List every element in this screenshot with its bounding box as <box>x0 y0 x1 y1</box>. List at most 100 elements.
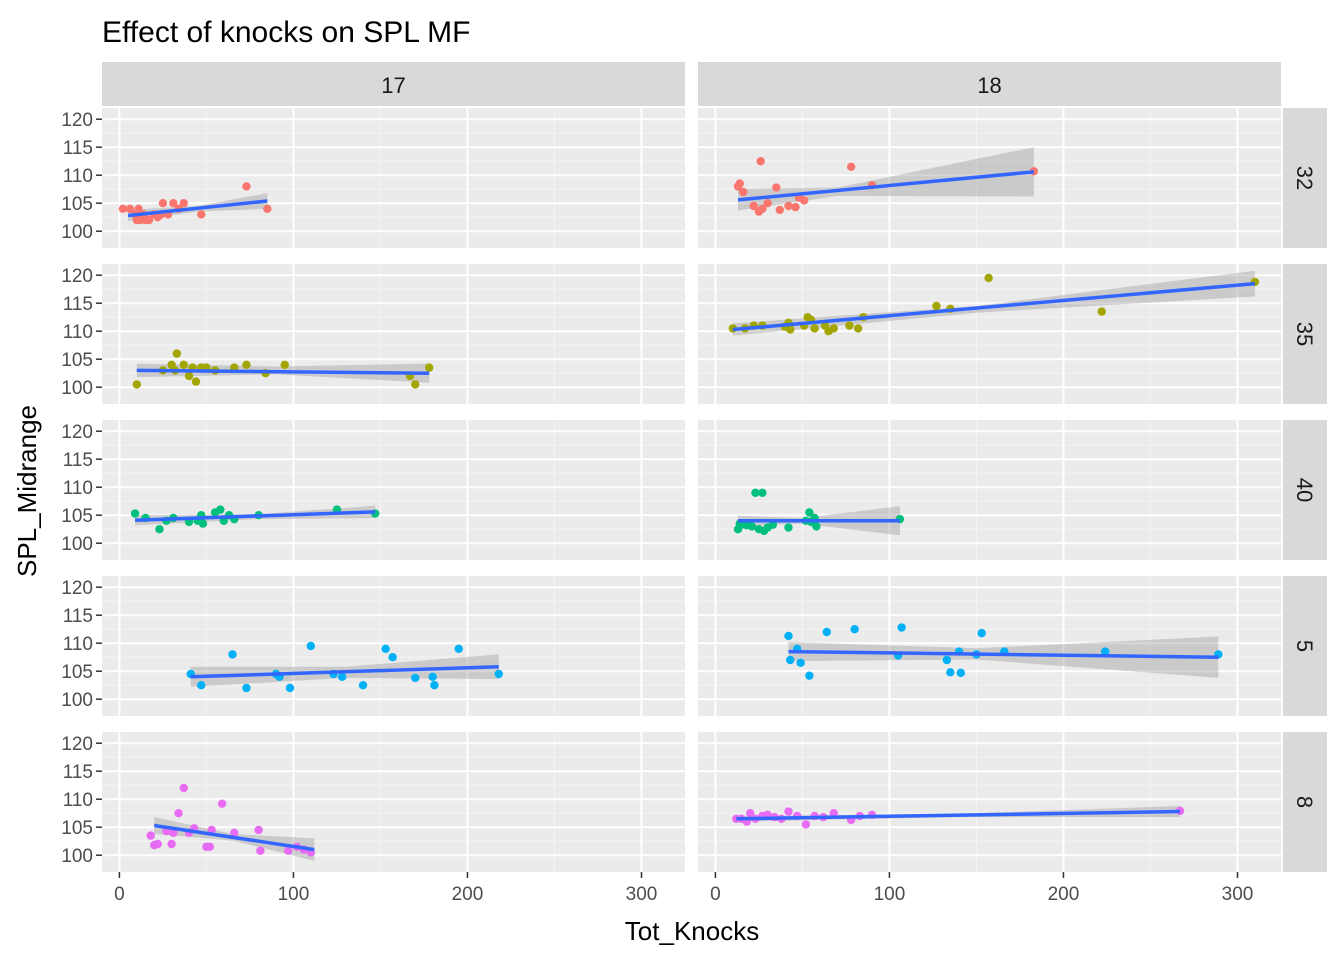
y-tick-label: 110 <box>63 478 93 499</box>
row-strip-label-40: 40 <box>1292 478 1317 502</box>
data-point <box>285 683 295 693</box>
data-point <box>897 623 906 632</box>
panel-background <box>102 420 685 560</box>
x-axis-label: Tot_Knocks <box>625 916 759 946</box>
data-point <box>786 655 795 665</box>
data-point <box>786 325 795 334</box>
confidence-band <box>788 636 1219 678</box>
regression-line <box>732 281 1256 332</box>
y-tick-label: 120 <box>61 578 93 599</box>
y-tick-label: 115 <box>63 606 93 627</box>
regression-line <box>736 809 1181 821</box>
x-tick-label: 100 <box>278 884 310 905</box>
data-point <box>184 371 194 381</box>
data-point <box>381 644 390 653</box>
panel-18-40 <box>698 420 1281 560</box>
data-point <box>242 360 251 369</box>
y-tick-label: 100 <box>61 222 93 243</box>
column-strip-18 <box>698 62 1281 106</box>
x-tick-label: 200 <box>1048 884 1080 905</box>
data-point <box>1097 307 1106 316</box>
data-point <box>174 809 183 818</box>
panel-18-8 <box>698 732 1281 872</box>
data-point <box>932 301 941 311</box>
data-point <box>424 363 434 372</box>
panel-background <box>698 108 1281 248</box>
data-point <box>167 839 176 849</box>
data-point <box>280 360 289 369</box>
row-strip-label-5: 5 <box>1292 640 1317 652</box>
data-point <box>411 673 420 683</box>
x-tick-label: 100 <box>874 884 906 905</box>
panel-18-5 <box>698 576 1281 716</box>
data-point <box>454 644 463 653</box>
data-point <box>198 519 208 528</box>
data-point <box>946 668 955 677</box>
row-strip-5 <box>1283 576 1327 716</box>
data-point <box>153 839 162 849</box>
x-tick-label: 0 <box>114 884 125 905</box>
y-tick-label: 100 <box>61 534 93 555</box>
y-tick-label: 105 <box>61 350 93 371</box>
data-point <box>169 828 178 837</box>
data-point <box>942 655 952 665</box>
data-point <box>494 669 503 679</box>
data-point <box>125 204 135 213</box>
y-tick-label: 100 <box>61 378 93 399</box>
data-point <box>977 628 986 638</box>
column-strip-17 <box>102 62 685 106</box>
data-point <box>772 183 781 192</box>
y-tick-label: 115 <box>63 762 93 783</box>
data-point <box>758 488 767 497</box>
panel-17-8 <box>102 732 685 872</box>
x-tick-label: 300 <box>1222 884 1254 905</box>
y-tick-label: 110 <box>63 166 93 187</box>
row-strip-label-8: 8 <box>1292 796 1317 808</box>
data-point <box>801 820 811 829</box>
data-point <box>791 202 800 212</box>
panel-17-40 <box>102 420 685 560</box>
data-point <box>763 199 772 208</box>
data-point <box>284 846 293 855</box>
regression-line <box>788 649 1219 659</box>
data-point <box>735 179 744 188</box>
data-point <box>179 199 188 208</box>
y-tick-label: 105 <box>61 818 93 839</box>
data-point <box>144 215 154 225</box>
data-point <box>822 627 831 637</box>
data-point <box>228 650 237 659</box>
y-tick-label: 100 <box>61 690 93 711</box>
data-point <box>799 196 809 205</box>
data-point <box>758 204 767 213</box>
data-point <box>829 324 838 333</box>
data-point <box>784 807 793 816</box>
panel-18-32 <box>698 108 1281 248</box>
data-point <box>242 182 251 191</box>
data-point <box>172 349 182 358</box>
data-point <box>358 681 368 690</box>
row-strip-label-32: 32 <box>1292 166 1317 190</box>
data-point <box>810 324 819 333</box>
data-point <box>216 505 225 514</box>
data-point <box>751 488 760 497</box>
data-point <box>775 205 784 215</box>
data-point <box>805 508 814 517</box>
panel-background <box>102 576 685 716</box>
y-tick-label: 110 <box>63 634 93 655</box>
data-point <box>850 625 859 634</box>
data-point <box>191 377 201 386</box>
data-point <box>784 201 793 211</box>
column-strip-label-18: 18 <box>977 73 1001 98</box>
chart-title: Effect of knocks on SPL MF <box>102 16 471 49</box>
data-point <box>853 324 863 333</box>
y-tick-label: 120 <box>61 110 93 131</box>
x-tick-label: 200 <box>452 884 484 905</box>
row-strip-32 <box>1283 108 1327 248</box>
data-point <box>746 809 755 818</box>
panel-background <box>102 264 685 404</box>
data-point <box>196 681 206 690</box>
data-point <box>337 672 347 681</box>
regression-line <box>737 170 1035 202</box>
x-tick-label: 300 <box>626 884 658 905</box>
